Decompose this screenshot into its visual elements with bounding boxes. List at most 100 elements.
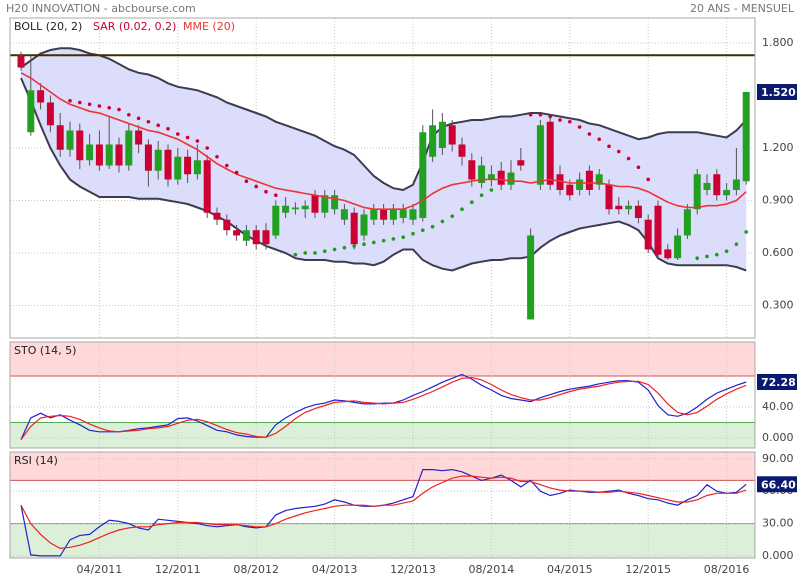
- candle-body: [321, 195, 329, 213]
- sar-dot: [254, 184, 258, 189]
- x-tick-label: 12/2015: [625, 563, 671, 576]
- candle-body: [683, 209, 691, 236]
- y-tick-label: 0.900: [762, 193, 794, 206]
- candle-body: [311, 195, 319, 213]
- candle-body: [576, 179, 584, 190]
- candle-body: [17, 55, 25, 68]
- candle-body: [86, 144, 94, 161]
- y-tick-label: 0.300: [762, 298, 794, 311]
- x-tick-label: 04/2013: [312, 563, 358, 576]
- x-tick-label: 08/2012: [233, 563, 279, 576]
- lower-zone: [10, 422, 755, 448]
- plot-border: [9, 341, 756, 449]
- sar-dot: [166, 126, 170, 131]
- sar-dot: [568, 119, 572, 124]
- candle-body: [625, 205, 633, 210]
- x-tick-label: 12/2011: [155, 563, 201, 576]
- sar-dot: [430, 224, 435, 229]
- candle-body: [380, 209, 388, 220]
- sar-dot: [244, 179, 249, 184]
- sar-dot: [538, 112, 543, 117]
- sar-dot: [303, 251, 308, 255]
- candle-body: [713, 174, 721, 196]
- last-value-label: 72.28: [761, 376, 796, 389]
- candle-body: [517, 160, 525, 166]
- candle-body: [105, 144, 113, 166]
- bollinger-fill: [21, 48, 747, 271]
- lower-zone: [10, 523, 755, 558]
- sar-dot: [391, 237, 396, 241]
- sar-dot: [548, 114, 552, 119]
- candle-body: [644, 219, 652, 250]
- plot-border: [9, 451, 756, 559]
- x-tick-label: 04/2015: [547, 563, 593, 576]
- candle-body: [135, 130, 143, 145]
- candle-body: [448, 125, 456, 145]
- candle-body: [497, 170, 505, 185]
- sar-dot: [440, 219, 445, 224]
- sar-dot: [715, 252, 719, 257]
- sar-dot: [293, 252, 298, 257]
- y-tick-label: 90.00: [762, 452, 794, 465]
- candle-body: [76, 130, 84, 161]
- sar-dot: [97, 104, 102, 108]
- plot-border: [9, 17, 756, 339]
- sar-dot: [744, 230, 748, 234]
- sar-dot: [479, 193, 484, 198]
- candle-body: [693, 174, 701, 210]
- candle-body: [144, 144, 152, 171]
- sar-dot: [724, 249, 729, 254]
- sar-dot: [607, 144, 611, 149]
- sar-dot: [636, 165, 641, 170]
- sar-dot: [264, 189, 268, 194]
- candle-body: [66, 130, 74, 150]
- y-tick-label: 0.000: [762, 431, 794, 444]
- candle-body: [282, 205, 290, 213]
- candle-body: [703, 182, 711, 190]
- sar-dot: [234, 170, 239, 175]
- y-tick-label: 0.000: [762, 549, 794, 562]
- legend-mme: MME (20): [183, 20, 235, 33]
- panel-title: STO (14, 5): [14, 344, 76, 357]
- panel-title: RSI (14): [14, 454, 58, 467]
- candle-body: [340, 209, 348, 220]
- last-value-box: [757, 373, 797, 390]
- sar-dot: [577, 125, 582, 129]
- sar-dot: [587, 132, 592, 136]
- last-value-label: 1.520: [761, 86, 796, 99]
- candle-body: [409, 209, 417, 220]
- sar-dot: [127, 112, 131, 117]
- candle-body: [360, 214, 368, 236]
- candle-body: [585, 170, 593, 190]
- sar-dot: [617, 149, 621, 154]
- legend-bollinger: BOLL (20, 2): [14, 20, 82, 33]
- sar-dot: [107, 105, 111, 110]
- candle-body: [242, 230, 250, 241]
- sar-dot: [146, 119, 151, 124]
- candle-body: [605, 184, 613, 210]
- sar-dot: [352, 244, 357, 248]
- sar-dot: [323, 249, 327, 254]
- sar-dot: [156, 123, 160, 128]
- sar-dot: [489, 188, 494, 192]
- candle-body: [546, 121, 554, 185]
- y-tick-label: 30.00: [762, 517, 794, 530]
- candle-body: [27, 90, 35, 133]
- sar-dot: [68, 98, 72, 103]
- candle-body: [487, 174, 495, 180]
- sar-dot: [117, 107, 121, 112]
- sar-dot: [136, 116, 141, 121]
- sar-dot: [274, 193, 278, 198]
- sar-dot: [332, 247, 337, 252]
- candle-body: [389, 209, 397, 220]
- candle-body: [233, 230, 241, 236]
- sar-dot: [372, 240, 376, 245]
- candle-body: [527, 235, 535, 320]
- sar-dot: [558, 118, 562, 122]
- candle-body: [429, 125, 437, 157]
- chart-title: H20 INNOVATION - abcbourse.com: [6, 2, 196, 15]
- sar-dot: [509, 172, 513, 177]
- y-tick-label: 1.200: [762, 141, 794, 154]
- bollinger-upper: [20, 47, 747, 192]
- last-value-label: 66.40: [761, 478, 796, 491]
